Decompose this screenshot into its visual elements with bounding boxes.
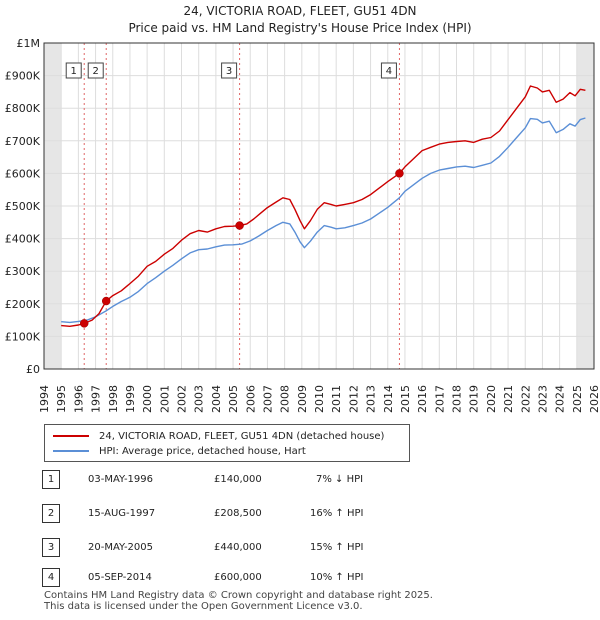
- legend-swatch-hpi: [53, 450, 89, 452]
- x-tick-label: 2023: [536, 385, 549, 413]
- x-tick-label: 2005: [227, 385, 240, 413]
- y-tick-label: £400K: [5, 233, 41, 246]
- x-tick-label: 1996: [72, 385, 85, 413]
- transaction-price: £440,000: [214, 542, 262, 553]
- transaction-date: 15-AUG-1997: [88, 508, 156, 519]
- sale-number-box: [221, 62, 238, 79]
- y-tick-label: £900K: [5, 70, 41, 83]
- transaction-hpi-change: 10% ↑ HPI: [310, 572, 364, 583]
- x-tick-label: 2011: [330, 385, 343, 413]
- x-tick-label: 1999: [124, 385, 137, 413]
- chart-legend: 24, VICTORIA ROAD, FLEET, GU51 4DN (deta…: [44, 424, 410, 462]
- transaction-price: £140,000: [214, 474, 262, 485]
- transaction-date: 20-MAY-2005: [88, 542, 154, 553]
- y-tick-label: £200K: [5, 298, 41, 311]
- x-tick-label: 2010: [313, 385, 326, 413]
- x-tick-label: 2018: [451, 385, 464, 413]
- transaction-price: £208,500: [214, 508, 262, 519]
- x-tick-label: 2024: [554, 385, 567, 413]
- transaction-number-badge: 1: [42, 470, 60, 489]
- x-tick-label: 2013: [365, 385, 378, 413]
- y-tick-label: £800K: [5, 102, 41, 115]
- price-chart: 1 2 3 4 £0 £100K £200K £300K £400K £500K £600K £70…: [5, 37, 600, 413]
- footer-copyright: Contains HM Land Registry data © Crown c…: [44, 590, 433, 601]
- x-tick-label: 2008: [279, 385, 292, 413]
- transaction-date: 03-MAY-1996: [88, 474, 154, 485]
- sale-number-label: 4: [386, 66, 392, 77]
- x-tick-label: 2002: [176, 385, 189, 413]
- x-tick-label: 2006: [244, 385, 257, 413]
- x-tick-label: 1995: [55, 385, 68, 413]
- x-tick-label: 2019: [468, 385, 481, 413]
- sale-number-label: 3: [226, 66, 232, 77]
- x-tick-label: 2017: [433, 385, 446, 413]
- x-tick-label: 2009: [296, 385, 309, 413]
- sale-number-box: [380, 62, 397, 79]
- x-tick-label: 1998: [107, 385, 120, 413]
- x-tick-label: 2025: [571, 385, 584, 413]
- chart-subtitle: Price paid vs. HM Land Registry's House …: [128, 21, 472, 35]
- x-tick-label: 2004: [210, 385, 223, 413]
- sale-number-label: 1: [71, 66, 77, 77]
- transaction-hpi-change: 7% ↓ HPI: [316, 474, 364, 485]
- x-tick-label: 2007: [261, 385, 274, 413]
- x-tick-label: 2003: [193, 385, 206, 413]
- y-tick-label: £1M: [17, 37, 41, 50]
- sale-number-label: 2: [93, 66, 99, 77]
- legend-item-property: 24, VICTORIA ROAD, FLEET, GU51 4DN (deta…: [53, 429, 384, 443]
- plot-frame: [43, 42, 595, 370]
- transaction-price: £600,000: [214, 572, 262, 583]
- x-tick-label: 2014: [382, 385, 395, 413]
- chart-title: 24, VICTORIA ROAD, FLEET, GU51 4DN: [183, 4, 417, 18]
- sale-point: [395, 169, 404, 178]
- x-tick-label: 2026: [588, 385, 600, 413]
- y-tick-label: £100K: [5, 330, 41, 343]
- x-tick-label: 1994: [38, 385, 51, 413]
- transaction-number-badge: 2: [42, 504, 60, 523]
- transaction-number-badge: 3: [42, 538, 60, 557]
- x-tick-label: 1997: [90, 385, 103, 413]
- transaction-hpi-change: 15% ↑ HPI: [310, 542, 364, 553]
- x-tick-label: 2012: [347, 385, 360, 413]
- sale-point: [235, 221, 244, 230]
- legend-item-hpi: HPI: Average price, detached house, Hart: [53, 444, 306, 458]
- y-tick-label: £0: [26, 363, 40, 376]
- legend-label-hpi: HPI: Average price, detached house, Hart: [99, 445, 306, 457]
- x-tick-label: 2016: [416, 385, 429, 413]
- table-row: 2 15-AUG-1997 £208,500 16% ↑ HPI: [42, 504, 562, 524]
- x-tick-label: 2015: [399, 385, 412, 413]
- footer-licence: This data is licensed under the Open Gov…: [44, 601, 363, 612]
- y-tick-label: £500K: [5, 200, 41, 213]
- transaction-number-badge: 4: [42, 568, 60, 587]
- table-row: 1 03-MAY-1996 £140,000 7% ↓ HPI: [42, 470, 562, 490]
- legend-label-property: 24, VICTORIA ROAD, FLEET, GU51 4DN (deta…: [99, 430, 385, 442]
- table-row: 3 20-MAY-2005 £440,000 15% ↑ HPI: [42, 538, 562, 558]
- x-tick-label: 2001: [158, 385, 171, 413]
- x-tick-label: 2021: [502, 385, 515, 413]
- property-price-line: [61, 85, 586, 327]
- transaction-hpi-change: 16% ↑ HPI: [310, 508, 364, 519]
- table-row: 4 05-SEP-2014 £600,000 10% ↑ HPI: [42, 568, 562, 588]
- legend-swatch-property: [53, 435, 89, 437]
- y-tick-label: £700K: [5, 135, 41, 148]
- y-tick-label: £300K: [5, 265, 41, 278]
- sale-number-box: [65, 62, 82, 79]
- sale-point: [101, 296, 111, 306]
- x-tick-label: 2022: [519, 385, 532, 413]
- sale-number-box: [87, 62, 104, 79]
- x-tick-label: 2020: [485, 385, 498, 413]
- hpi-line: [61, 117, 586, 324]
- footer-attribution: Contains HM Land Registry data © Crown c…: [44, 590, 433, 612]
- y-tick-label: £600K: [5, 167, 41, 180]
- transaction-date: 05-SEP-2014: [88, 572, 152, 583]
- sale-point: [79, 319, 89, 328]
- x-tick-label: 2000: [141, 385, 154, 413]
